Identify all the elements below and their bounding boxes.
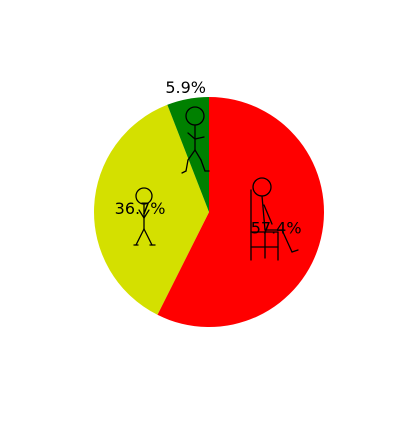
slice-label-0: 57.4% xyxy=(251,218,302,237)
walking-person-icon xyxy=(181,106,210,174)
pie-slice-2 xyxy=(167,97,209,212)
slice-label-1: 36.7% xyxy=(115,199,166,218)
sitting-person-icon xyxy=(250,177,299,261)
pie-slice-0 xyxy=(157,97,324,327)
standing-person-icon xyxy=(133,187,156,246)
slice-label-2: 5.9% xyxy=(165,78,206,97)
slices-layer xyxy=(93,97,324,327)
pie-slice-1 xyxy=(93,104,209,315)
